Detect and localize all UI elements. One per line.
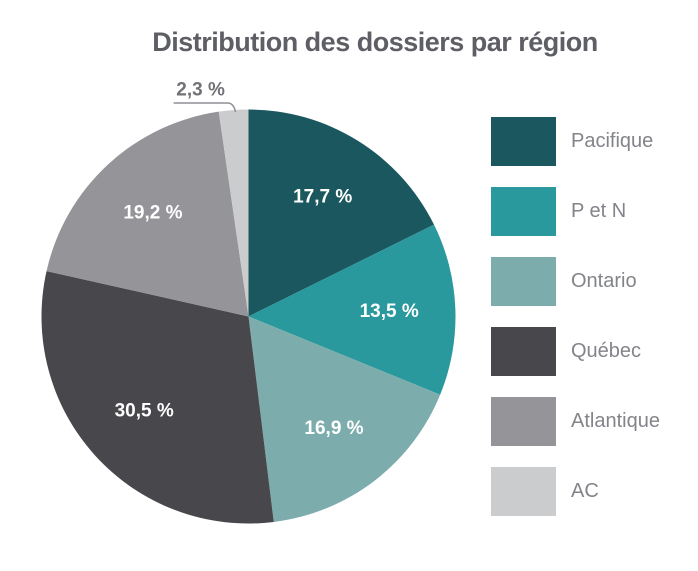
pie-slice-ac bbox=[218, 109, 249, 317]
legend-label-ontario: Ontario bbox=[571, 270, 637, 292]
pie-slice-pacifique bbox=[248, 109, 434, 317]
slice-labels: 17,7 % 13,5 % 16,9 % 30,5 % 19,2 % bbox=[115, 186, 419, 438]
legend-item-atlantique: Atlantique bbox=[491, 397, 660, 446]
callout-label-ac: 2,3 % bbox=[176, 80, 225, 101]
legend-label-p-et-n: P et N bbox=[571, 200, 627, 222]
pie-slice-ontario bbox=[248, 316, 441, 522]
slice-label-pacifique: 17,7 % bbox=[293, 186, 352, 207]
legend-item-ontario: Ontario bbox=[491, 257, 660, 306]
legend-swatch-atlantique bbox=[491, 397, 556, 446]
legend-label-pacifique: Pacifique bbox=[571, 130, 654, 152]
slice-label-p-et-n: 13,5 % bbox=[360, 301, 419, 322]
chart-title: Distribution des dossiers par région bbox=[152, 27, 598, 57]
pie-slice-quebec bbox=[41, 271, 274, 524]
legend-swatch-ac bbox=[491, 467, 556, 516]
legend-label-ac: AC bbox=[571, 480, 599, 502]
pie-slices bbox=[41, 109, 456, 524]
legend: Pacifique P et N Ontario Québec Atlantiq… bbox=[491, 117, 660, 516]
legend-swatch-pacifique bbox=[491, 117, 556, 166]
slice-label-ontario: 16,9 % bbox=[304, 418, 363, 439]
legend-swatch-p-et-n bbox=[491, 187, 556, 236]
legend-label-atlantique: Atlantique bbox=[571, 410, 660, 432]
pie-slice-atlantique bbox=[46, 111, 249, 317]
legend-item-ac: AC bbox=[491, 467, 660, 516]
legend-item-p-et-n: P et N bbox=[491, 187, 660, 236]
legend-label-quebec: Québec bbox=[571, 340, 642, 362]
pie-slice-p-et-n bbox=[248, 224, 456, 395]
legend-swatch-ontario bbox=[491, 257, 556, 306]
legend-item-pacifique: Pacifique bbox=[491, 117, 660, 166]
callout-leader-line bbox=[173, 102, 237, 113]
slice-label-atlantique: 19,2 % bbox=[123, 203, 182, 224]
legend-swatch-quebec bbox=[491, 327, 556, 376]
legend-item-quebec: Québec bbox=[491, 327, 660, 376]
callout-group: 2,3 % bbox=[173, 80, 237, 113]
slice-label-quebec: 30,5 % bbox=[115, 401, 174, 422]
